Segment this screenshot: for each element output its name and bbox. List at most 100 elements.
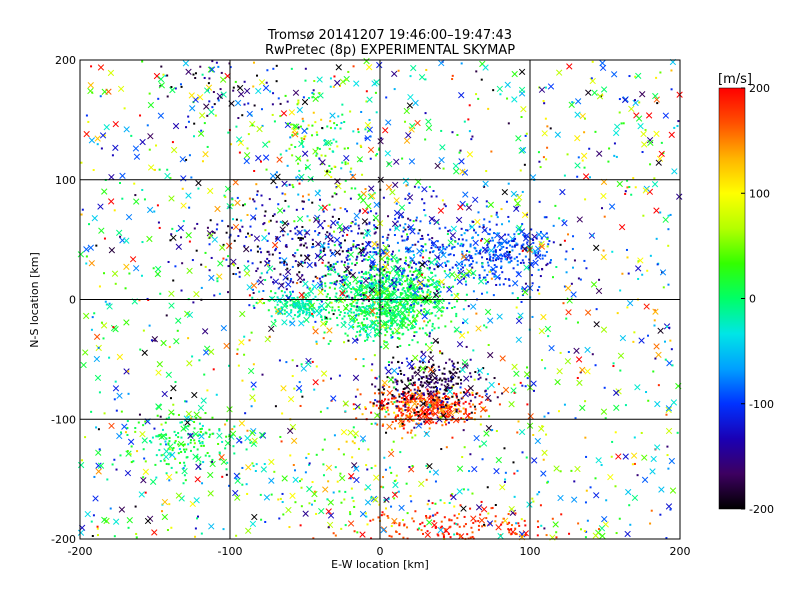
- dot-point: [536, 493, 539, 496]
- dot-point: [391, 320, 394, 323]
- dot-point: [302, 120, 305, 123]
- dot-point: [235, 218, 238, 221]
- dot-point: [404, 280, 407, 283]
- dot-point: [252, 363, 255, 366]
- dot-point: [217, 65, 220, 68]
- dot-point: [279, 301, 282, 304]
- dot-point: [373, 301, 376, 304]
- cross-point: [511, 70, 518, 78]
- dot-point: [384, 276, 387, 279]
- dot-point: [422, 415, 425, 418]
- dot-point: [426, 267, 429, 270]
- dot-point: [322, 210, 325, 213]
- dot-point: [440, 403, 443, 406]
- dot-point: [189, 433, 192, 436]
- cross-point: [147, 164, 155, 171]
- dot-point: [344, 332, 347, 335]
- dot-point: [428, 268, 431, 271]
- dot-point: [422, 392, 425, 395]
- dot-point: [355, 314, 358, 317]
- dot-point: [567, 233, 570, 236]
- cross-point: [521, 211, 529, 219]
- cross-point: [447, 239, 454, 246]
- dot-point: [391, 250, 394, 253]
- dot-point: [148, 148, 151, 151]
- dot-point: [143, 198, 146, 201]
- dot-point: [285, 184, 288, 187]
- dot-point: [405, 386, 408, 389]
- dot-point: [106, 478, 109, 481]
- dot-point: [444, 404, 447, 407]
- dot-point: [430, 404, 433, 407]
- dot-point: [318, 286, 321, 289]
- dot-point: [466, 203, 469, 206]
- cross-point: [290, 437, 298, 445]
- dot-point: [402, 401, 405, 404]
- cross-point: [352, 430, 359, 437]
- cross-point: [432, 469, 440, 476]
- dot-point: [351, 456, 354, 459]
- dot-point: [465, 229, 468, 232]
- cross-point: [676, 193, 683, 200]
- dot-point: [380, 293, 383, 296]
- dot-point: [221, 475, 224, 478]
- dot-point: [313, 388, 316, 391]
- dot-point: [420, 273, 423, 276]
- cross-point: [351, 337, 359, 344]
- dot-point: [397, 69, 400, 72]
- dot-point: [190, 417, 193, 420]
- dot-point: [370, 467, 373, 470]
- dot-point: [367, 241, 370, 244]
- cross-point: [93, 333, 101, 340]
- dot-point: [429, 515, 432, 518]
- dot-point: [165, 437, 168, 440]
- dot-point: [512, 461, 515, 464]
- dot-point: [436, 260, 439, 263]
- dot-point: [358, 284, 361, 287]
- dot-point: [244, 203, 247, 206]
- dot-point: [546, 146, 549, 149]
- dot-point: [572, 235, 575, 238]
- dot-point: [156, 204, 159, 207]
- dot-point: [462, 429, 465, 432]
- dot-point: [195, 416, 198, 419]
- dot-point: [404, 291, 407, 294]
- dot-point: [482, 226, 485, 229]
- dot-point: [164, 421, 167, 424]
- dot-point: [344, 281, 347, 284]
- dot-point: [158, 226, 161, 229]
- cross-point: [277, 308, 284, 315]
- dot-point: [584, 501, 587, 504]
- dot-point: [393, 291, 396, 294]
- cross-point: [187, 432, 194, 439]
- dot-point: [370, 304, 373, 307]
- cross-point: [123, 368, 130, 375]
- dot-point: [354, 395, 357, 398]
- dot-point: [359, 160, 362, 163]
- dot-point: [519, 261, 522, 264]
- dot-point: [398, 409, 401, 412]
- dot-point: [292, 186, 295, 189]
- dot-point: [624, 190, 627, 193]
- chart-subtitle: RwPretec (8p) EXPERIMENTAL SKYMAP: [265, 43, 515, 58]
- dot-point: [362, 249, 365, 252]
- dot-point: [491, 236, 494, 239]
- dot-point: [398, 523, 401, 526]
- dot-point: [326, 498, 329, 501]
- dot-point: [180, 421, 183, 424]
- dot-point: [357, 252, 360, 255]
- cross-point: [511, 363, 518, 370]
- cross-point: [185, 410, 192, 417]
- dot-point: [103, 237, 106, 240]
- dot-point: [232, 89, 235, 92]
- dot-point: [471, 260, 474, 263]
- dot-point: [321, 448, 324, 451]
- dot-point: [432, 386, 435, 389]
- cross-point: [285, 281, 292, 288]
- dot-point: [395, 407, 398, 410]
- dot-point: [407, 328, 410, 331]
- dot-point: [440, 314, 443, 317]
- dot-point: [413, 289, 416, 292]
- dot-point: [626, 256, 629, 259]
- dot-point: [270, 493, 273, 496]
